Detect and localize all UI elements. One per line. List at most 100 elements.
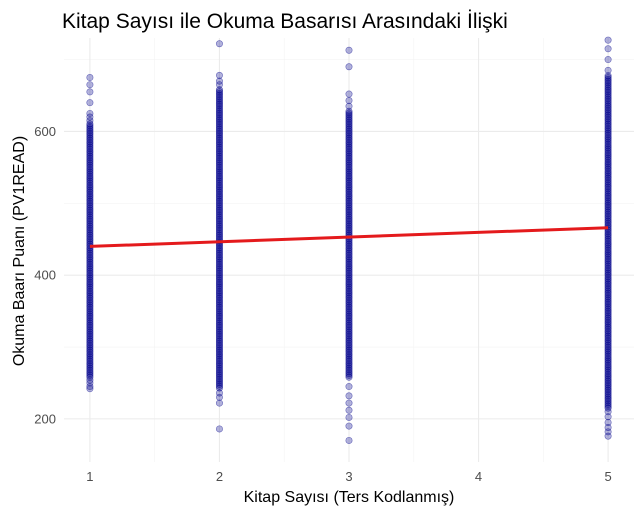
data-point bbox=[86, 152, 94, 160]
data-point bbox=[215, 366, 223, 374]
data-point bbox=[604, 174, 612, 182]
data-point bbox=[604, 140, 612, 148]
data-point bbox=[345, 145, 353, 153]
data-point bbox=[604, 280, 612, 288]
data-point bbox=[604, 233, 612, 241]
data-point bbox=[215, 71, 223, 79]
data-point bbox=[604, 374, 612, 382]
data-point bbox=[215, 183, 223, 191]
data-point bbox=[215, 249, 223, 257]
y-tick-label: 600 bbox=[34, 124, 56, 139]
data-point bbox=[215, 102, 223, 110]
data-point bbox=[604, 282, 612, 290]
data-point bbox=[345, 156, 353, 164]
data-point bbox=[345, 260, 353, 268]
data-point bbox=[86, 212, 94, 220]
data-point bbox=[86, 145, 94, 153]
data-point bbox=[604, 350, 612, 358]
data-point bbox=[345, 271, 353, 279]
data-point bbox=[604, 149, 612, 157]
data-point bbox=[215, 370, 223, 378]
chart-title: Kitap Sayısı ile Okuma Basarısı Arasında… bbox=[62, 10, 508, 33]
data-point bbox=[345, 298, 353, 306]
data-point bbox=[215, 389, 223, 397]
data-point bbox=[604, 115, 612, 123]
data-point bbox=[604, 118, 612, 126]
data-point bbox=[215, 215, 223, 223]
data-point bbox=[604, 230, 612, 238]
data-point bbox=[345, 350, 353, 358]
data-point bbox=[215, 195, 223, 203]
data-point bbox=[604, 302, 612, 310]
data-point bbox=[604, 316, 612, 324]
data-point bbox=[215, 273, 223, 281]
data-point bbox=[604, 246, 612, 254]
data-point bbox=[86, 332, 94, 340]
data-point bbox=[86, 154, 94, 162]
data-point bbox=[604, 278, 612, 286]
data-point bbox=[345, 368, 353, 376]
data-point bbox=[345, 316, 353, 324]
data-point bbox=[215, 206, 223, 214]
data-point bbox=[345, 186, 353, 194]
data-point bbox=[604, 74, 612, 82]
data-point bbox=[604, 242, 612, 250]
data-point bbox=[604, 196, 612, 204]
data-point bbox=[345, 294, 353, 302]
data-point bbox=[215, 343, 223, 351]
data-point bbox=[215, 276, 223, 284]
data-point bbox=[86, 219, 94, 227]
data-point bbox=[604, 108, 612, 116]
data-point bbox=[345, 220, 353, 228]
data-point bbox=[604, 314, 612, 322]
data-point bbox=[345, 179, 353, 187]
data-point bbox=[345, 282, 353, 290]
data-point bbox=[345, 138, 353, 146]
data-point bbox=[215, 152, 223, 160]
data-point bbox=[215, 165, 223, 173]
data-point bbox=[345, 357, 353, 365]
data-point bbox=[86, 161, 94, 169]
data-point bbox=[215, 149, 223, 157]
data-point bbox=[215, 210, 223, 218]
data-point bbox=[215, 265, 223, 273]
data-point bbox=[604, 336, 612, 344]
data-point bbox=[345, 185, 353, 193]
data-point bbox=[86, 210, 94, 218]
data-point bbox=[345, 102, 353, 110]
data-point bbox=[345, 143, 353, 151]
data-point bbox=[215, 228, 223, 236]
data-point bbox=[215, 278, 223, 286]
data-point bbox=[215, 122, 223, 130]
data-point bbox=[604, 111, 612, 119]
data-point bbox=[215, 353, 223, 361]
data-point bbox=[86, 195, 94, 203]
data-point bbox=[215, 287, 223, 295]
data-point bbox=[345, 303, 353, 311]
data-point bbox=[604, 133, 612, 141]
data-point bbox=[215, 309, 223, 317]
data-point bbox=[215, 350, 223, 358]
data-point bbox=[345, 132, 353, 140]
data-point bbox=[604, 273, 612, 281]
data-point bbox=[604, 203, 612, 211]
data-point bbox=[215, 203, 223, 211]
data-point bbox=[86, 206, 94, 214]
data-point bbox=[345, 312, 353, 320]
data-point bbox=[215, 323, 223, 331]
data-point bbox=[604, 176, 612, 184]
data-point bbox=[215, 384, 223, 392]
data-point bbox=[215, 89, 223, 97]
data-point bbox=[215, 280, 223, 288]
data-point bbox=[345, 273, 353, 281]
data-point bbox=[345, 192, 353, 200]
data-point bbox=[215, 161, 223, 169]
data-point bbox=[604, 368, 612, 376]
data-point bbox=[604, 332, 612, 340]
data-point bbox=[345, 206, 353, 214]
data-point bbox=[345, 287, 353, 295]
data-point bbox=[345, 244, 353, 252]
data-point bbox=[215, 425, 223, 433]
data-point bbox=[215, 127, 223, 135]
data-point bbox=[345, 199, 353, 207]
